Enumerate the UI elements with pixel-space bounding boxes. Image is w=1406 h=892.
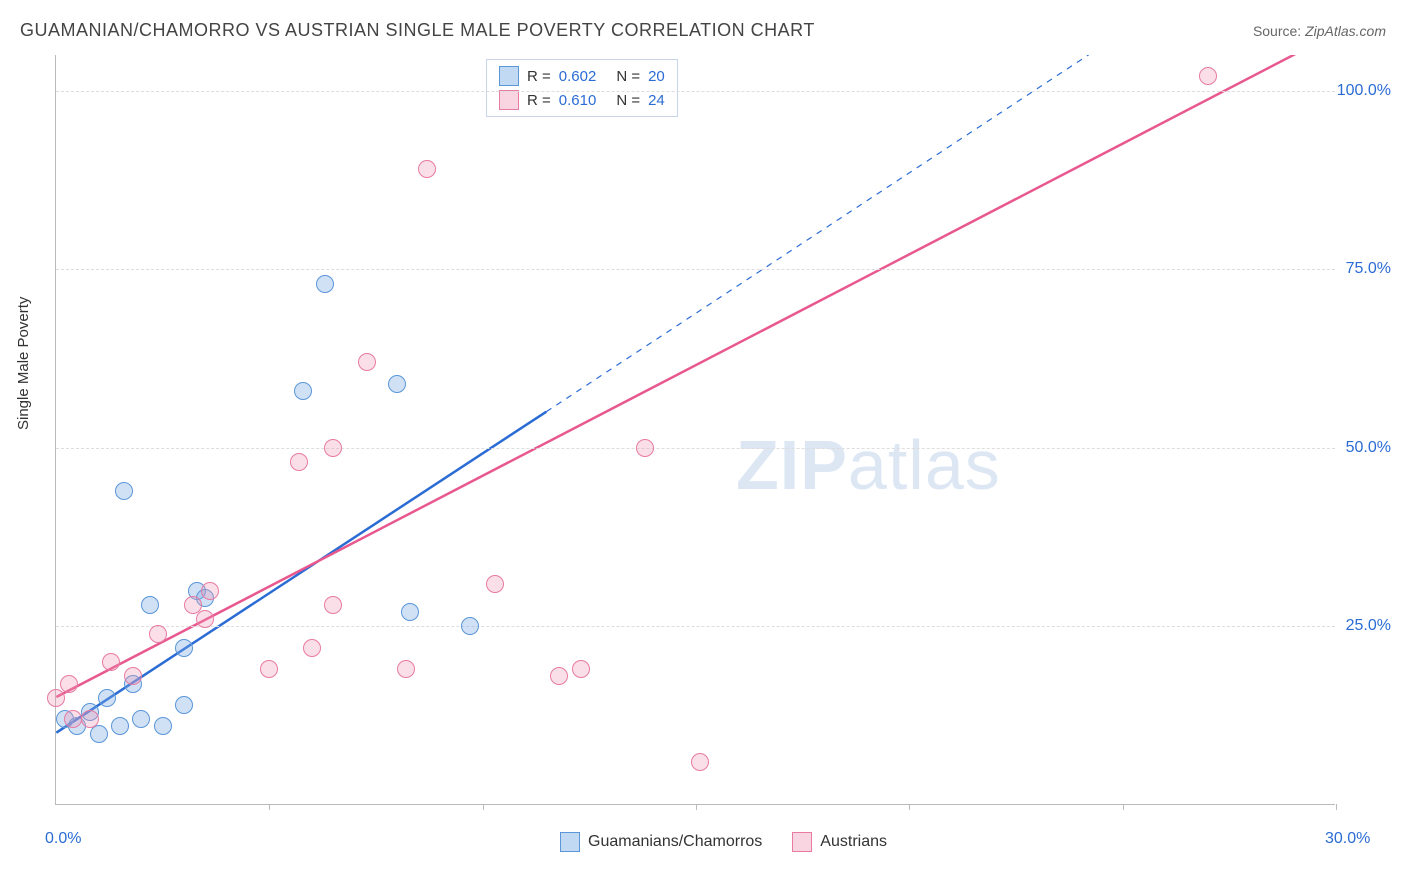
- x-tick: [696, 804, 697, 810]
- source-value: ZipAtlas.com: [1305, 23, 1386, 39]
- data-point-pink: [572, 660, 590, 678]
- data-point-pink: [102, 653, 120, 671]
- watermark-light: atlas: [848, 426, 1001, 504]
- n-value: 24: [648, 92, 665, 109]
- y-tick-label: 25.0%: [1346, 617, 1391, 635]
- legend-stat-row: R = 0.602 N = 20: [499, 64, 665, 88]
- data-point-pink: [81, 710, 99, 728]
- chart-title: GUAMANIAN/CHAMORRO VS AUSTRIAN SINGLE MA…: [20, 20, 815, 41]
- data-point-pink: [303, 639, 321, 657]
- x-tick: [1336, 804, 1337, 810]
- gridline-h: [56, 448, 1335, 449]
- data-point-blue: [111, 717, 129, 735]
- legend-swatch-blue: [560, 832, 580, 852]
- data-point-pink: [636, 439, 654, 457]
- data-point-blue: [175, 639, 193, 657]
- n-value: 20: [648, 68, 665, 85]
- data-point-pink: [260, 660, 278, 678]
- chart-source: Source: ZipAtlas.com: [1253, 23, 1386, 39]
- x-tick: [1123, 804, 1124, 810]
- y-tick-label: 100.0%: [1337, 82, 1391, 100]
- data-point-blue: [461, 617, 479, 635]
- data-point-pink: [324, 439, 342, 457]
- data-point-pink: [201, 582, 219, 600]
- data-point-pink: [290, 453, 308, 471]
- data-point-pink: [397, 660, 415, 678]
- data-point-blue: [141, 596, 159, 614]
- r-label: R =: [527, 92, 551, 109]
- r-value: 0.610: [559, 92, 597, 109]
- x-tick-label: 30.0%: [1325, 830, 1370, 848]
- legend-swatch-pink: [499, 90, 519, 110]
- legend-label: Austrians: [820, 833, 887, 851]
- data-point-pink: [124, 667, 142, 685]
- data-point-pink: [486, 575, 504, 593]
- gridline-h: [56, 269, 1335, 270]
- data-point-blue: [175, 696, 193, 714]
- data-point-pink: [47, 689, 65, 707]
- data-point-blue: [294, 382, 312, 400]
- data-point-pink: [691, 753, 709, 771]
- data-point-blue: [401, 603, 419, 621]
- source-label: Source:: [1253, 23, 1301, 39]
- data-point-blue: [388, 375, 406, 393]
- watermark: ZIPatlas: [736, 425, 1001, 505]
- x-tick-label: 0.0%: [45, 830, 81, 848]
- r-value: 0.602: [559, 68, 597, 85]
- x-tick: [909, 804, 910, 810]
- data-point-blue: [132, 710, 150, 728]
- data-point-pink: [324, 596, 342, 614]
- chart-header: GUAMANIAN/CHAMORRO VS AUSTRIAN SINGLE MA…: [20, 20, 1386, 41]
- legend-swatch-blue: [499, 66, 519, 86]
- data-point-pink: [64, 710, 82, 728]
- trend-lines-layer: [56, 55, 1335, 804]
- x-tick: [483, 804, 484, 810]
- r-label: R =: [527, 68, 551, 85]
- trend-line-pink: [56, 55, 1334, 697]
- data-point-pink: [550, 667, 568, 685]
- data-point-blue: [154, 717, 172, 735]
- data-point-pink: [149, 625, 167, 643]
- data-point-pink: [196, 610, 214, 628]
- data-point-pink: [418, 160, 436, 178]
- data-point-pink: [358, 353, 376, 371]
- legend-item: Austrians: [792, 832, 887, 852]
- series-legend: Guamanians/Chamorros Austrians: [560, 832, 887, 852]
- gridline-h: [56, 626, 1335, 627]
- data-point-blue: [316, 275, 334, 293]
- data-point-blue: [98, 689, 116, 707]
- gridline-h: [56, 91, 1335, 92]
- data-point-pink: [1199, 67, 1217, 85]
- x-tick: [269, 804, 270, 810]
- data-point-pink: [60, 675, 78, 693]
- watermark-bold: ZIP: [736, 426, 848, 504]
- data-point-blue: [115, 482, 133, 500]
- y-tick-label: 75.0%: [1346, 260, 1391, 278]
- n-label: N =: [616, 92, 640, 109]
- legend-label: Guamanians/Chamorros: [588, 833, 762, 851]
- legend-item: Guamanians/Chamorros: [560, 832, 762, 852]
- scatter-plot-area: ZIPatlas R = 0.602 N = 20 R = 0.610 N = 24: [55, 55, 1335, 805]
- y-tick-label: 50.0%: [1346, 439, 1391, 457]
- y-axis-label: Single Male Poverty: [15, 297, 32, 430]
- correlation-legend: R = 0.602 N = 20 R = 0.610 N = 24: [486, 59, 678, 117]
- legend-swatch-pink: [792, 832, 812, 852]
- n-label: N =: [616, 68, 640, 85]
